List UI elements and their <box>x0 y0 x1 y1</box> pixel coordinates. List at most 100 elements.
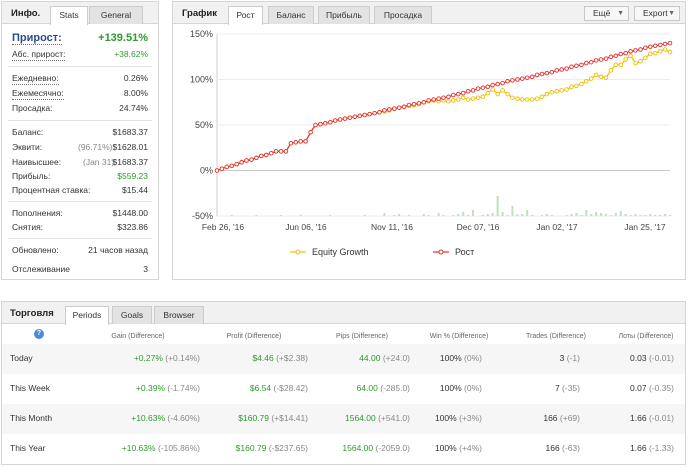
win-difference: (+4%) <box>459 443 482 453</box>
profit-difference: (-$28.42) <box>273 383 309 393</box>
growth-point <box>416 100 422 106</box>
win-value: 100% <box>434 443 457 453</box>
lots-value: 1.66 <box>630 413 647 423</box>
growth-point <box>224 164 230 170</box>
drawdown-value: 24.74% <box>119 103 148 113</box>
growth-point <box>505 79 510 84</box>
lots-difference: (-0.35) <box>648 383 674 393</box>
cell-gain: +10.63% (-4.60%) <box>131 413 200 423</box>
equity-growth-point <box>515 96 520 101</box>
tab-growth[interactable]: Рост <box>228 6 263 25</box>
monthly-value: 8.00% <box>123 88 148 98</box>
cell-trades: 7 (-35) <box>555 383 580 393</box>
growth-point <box>239 160 244 165</box>
column-header-pips[interactable]: Pips (Difference) <box>335 333 388 340</box>
equity-growth-point <box>648 51 653 57</box>
trades-value: 166 <box>545 443 560 453</box>
growth-point <box>219 166 225 171</box>
growth-point <box>283 149 289 154</box>
growth-point <box>451 92 456 98</box>
volume-bar <box>575 213 578 216</box>
column-header-win[interactable]: Win % (Difference) <box>429 333 489 340</box>
abs-gain-label[interactable]: Абс. прирост: <box>12 49 66 61</box>
y-tick-label: -50% <box>192 211 213 221</box>
cell-pips: 44.00 (+24.0) <box>359 353 410 363</box>
growth-point <box>308 130 313 135</box>
tab-balance[interactable]: Баланс <box>268 6 314 24</box>
growth-point <box>657 42 663 48</box>
table-row: This Week +0.39% (-1.74%) $6.54 (-$28.42) 6… <box>2 374 685 404</box>
growth-point <box>273 149 279 154</box>
cell-win: 100% (+4%) <box>435 443 482 453</box>
balance-row: Баланс: $1683.37 <box>12 126 148 138</box>
growth-point <box>529 74 535 80</box>
gain-difference: (-105.86%) <box>157 443 200 453</box>
volume-bar <box>516 214 519 216</box>
lots-difference: (-1.33) <box>648 443 674 453</box>
growth-point <box>362 112 367 118</box>
volume-bar <box>511 206 514 216</box>
growth-point <box>214 168 220 173</box>
x-axis-labels: Feb 26, '16 Jun 06, '16 Nov 11, '16 Dec 07,… <box>202 222 666 232</box>
equity-growth-point <box>465 97 471 102</box>
volume-bar <box>600 213 603 216</box>
row-label: Today <box>10 353 33 363</box>
help-icon[interactable]: ? <box>34 329 44 339</box>
gain-value: +10.63% <box>121 443 156 453</box>
divider <box>8 66 152 67</box>
pips-value: 44.00 <box>359 353 381 363</box>
deposits-label: Пополнения: <box>12 208 63 218</box>
equity-growth-point <box>524 97 530 102</box>
tab-periods[interactable]: Periods <box>65 306 109 325</box>
tab-stats[interactable]: Stats <box>50 6 88 25</box>
volume-bar <box>422 214 425 216</box>
table-row: This Month +10.63% (-4.60%) $160.79 (+$14.… <box>2 404 685 434</box>
volume-bar <box>452 215 455 216</box>
growth-point <box>323 120 328 126</box>
volume-bar <box>230 215 233 216</box>
equity-growth-point <box>446 99 451 104</box>
withdrawals-label: Снятия: <box>12 222 44 232</box>
equity-growth-point <box>618 62 624 68</box>
more-dropdown[interactable]: Ещё ▼ <box>584 6 629 21</box>
cell-lots: 1.66 (-0.01) <box>630 413 674 423</box>
gain-value: +0.27% <box>133 353 163 363</box>
tab-goals[interactable]: Goals <box>112 306 152 324</box>
column-header-lots[interactable]: Лоты (Difference) <box>618 333 674 340</box>
cell-trades: 166 (-63) <box>545 443 580 453</box>
export-dropdown[interactable]: Export ▼ <box>634 6 680 21</box>
equity-growth-point <box>510 95 515 100</box>
monthly-label[interactable]: Ежемесячно: <box>12 88 64 100</box>
equity-growth-point <box>667 49 673 55</box>
chart-panel: График Рост Баланс Прибыль Просадка Ещё … <box>172 1 686 280</box>
interest-value: $15.44 <box>122 185 148 195</box>
growth-point <box>465 89 471 94</box>
growth-point <box>254 155 259 161</box>
daily-label[interactable]: Ежедневно: <box>12 73 59 85</box>
volume-bar <box>669 215 671 216</box>
equity-growth-point <box>554 89 560 94</box>
cell-win: 100% (+3%) <box>435 413 482 423</box>
volume-bar <box>540 215 543 216</box>
growth-point <box>648 44 653 49</box>
column-header-gain[interactable]: Gain (Difference) <box>111 333 165 340</box>
equity-growth-point <box>539 94 545 100</box>
tab-drawdown[interactable]: Просадка <box>374 6 432 24</box>
column-header-trades[interactable]: Trades (Difference) <box>526 333 586 340</box>
volume-bar <box>649 214 652 216</box>
volume-bar <box>654 215 657 216</box>
growth-point <box>662 41 668 47</box>
growth-chart[interactable]: 150% 100% 50% 0% -50% Feb 26, '16 Jun 06, '16… <box>173 24 685 279</box>
volume-bar <box>521 214 524 216</box>
growth-point <box>618 51 624 57</box>
growth-point <box>667 40 673 46</box>
gain-label[interactable]: Прирост: <box>12 32 62 45</box>
volume-bar <box>472 210 475 216</box>
growth-point <box>500 80 505 86</box>
growth-point <box>401 104 407 110</box>
column-header-profit[interactable]: Profit (Difference) <box>226 333 282 340</box>
growth-point <box>520 76 525 81</box>
tab-general[interactable]: General <box>89 6 143 24</box>
tab-browser[interactable]: Browser <box>154 306 204 324</box>
tab-profit[interactable]: Прибыль <box>318 6 370 24</box>
